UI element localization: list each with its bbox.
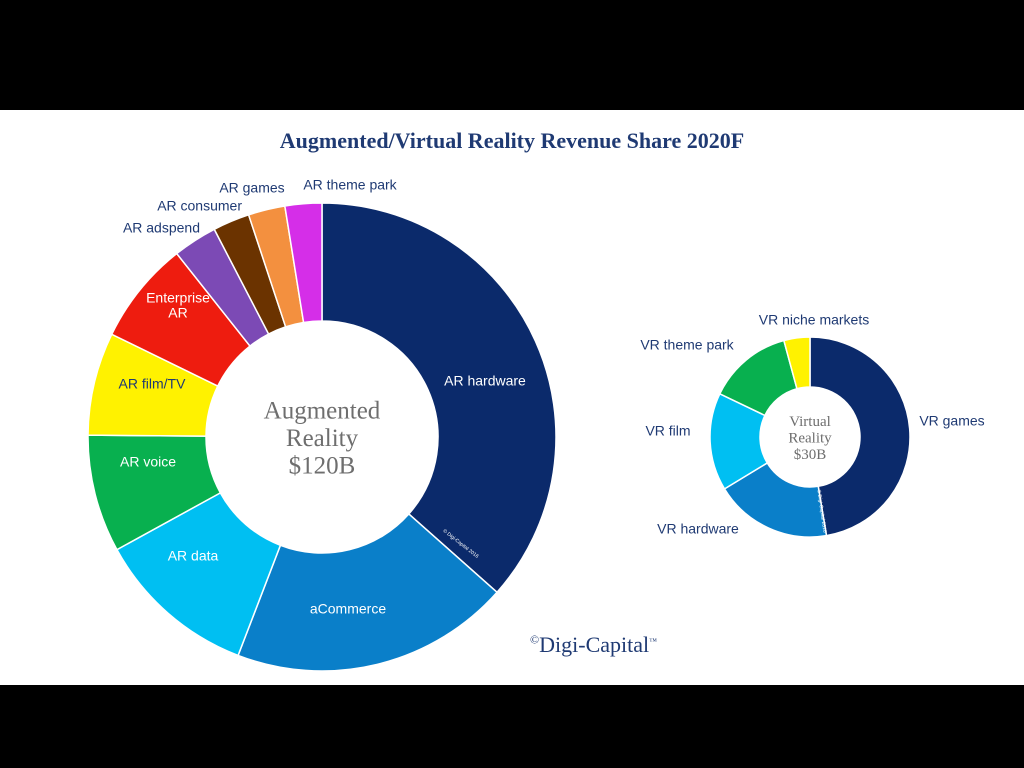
label-vr-niche-markets: VR niche markets bbox=[759, 312, 869, 328]
chart-title: Augmented/Virtual Reality Revenue Share … bbox=[279, 128, 745, 153]
slice-acommerce bbox=[237, 512, 499, 672]
label-vr-games: VR games bbox=[919, 413, 984, 429]
slice-vr-niche-markets bbox=[782, 336, 811, 390]
label-ar-data: AR data bbox=[168, 548, 219, 564]
label-acommerce: aCommerce bbox=[310, 601, 386, 617]
brand-name: Digi-Capital bbox=[539, 632, 650, 657]
center-label: Virtual Reality $30B bbox=[788, 414, 832, 463]
trademark-symbol: ™ bbox=[649, 636, 657, 646]
label-ar-film-tv: AR film/TV bbox=[119, 376, 187, 392]
ar-donut-chart: AR hardware aCommerce AR data AR voice AR fi… bbox=[87, 177, 557, 672]
label-vr-hardware: VR hardware bbox=[657, 521, 739, 537]
label-ar-consumer: AR consumer bbox=[157, 198, 242, 214]
label-ar-voice: AR voice bbox=[120, 454, 176, 470]
copyright-symbol: © bbox=[530, 632, 540, 647]
label-vr-film: VR film bbox=[645, 423, 690, 439]
vr-donut-chart: VR games VR hardware VR film VR theme park V… bbox=[640, 312, 985, 538]
label-ar-games: AR games bbox=[219, 180, 284, 196]
label-vr-theme-park: VR theme park bbox=[640, 337, 734, 353]
label-ar-theme-park: AR theme park bbox=[303, 177, 397, 193]
slice-ar-hardware bbox=[321, 202, 557, 594]
label-ar-adspend: AR adspend bbox=[123, 220, 200, 236]
slice-ar-theme-park bbox=[283, 202, 323, 324]
slice-vr-games bbox=[809, 336, 911, 537]
digi-capital-logo: ©Digi-Capital™ bbox=[530, 632, 657, 658]
label-ar-hardware: AR hardware bbox=[444, 373, 526, 389]
label-enterprise-ar: Enterprise AR bbox=[146, 289, 210, 320]
center-label: Augmented Reality $120B bbox=[264, 397, 381, 479]
